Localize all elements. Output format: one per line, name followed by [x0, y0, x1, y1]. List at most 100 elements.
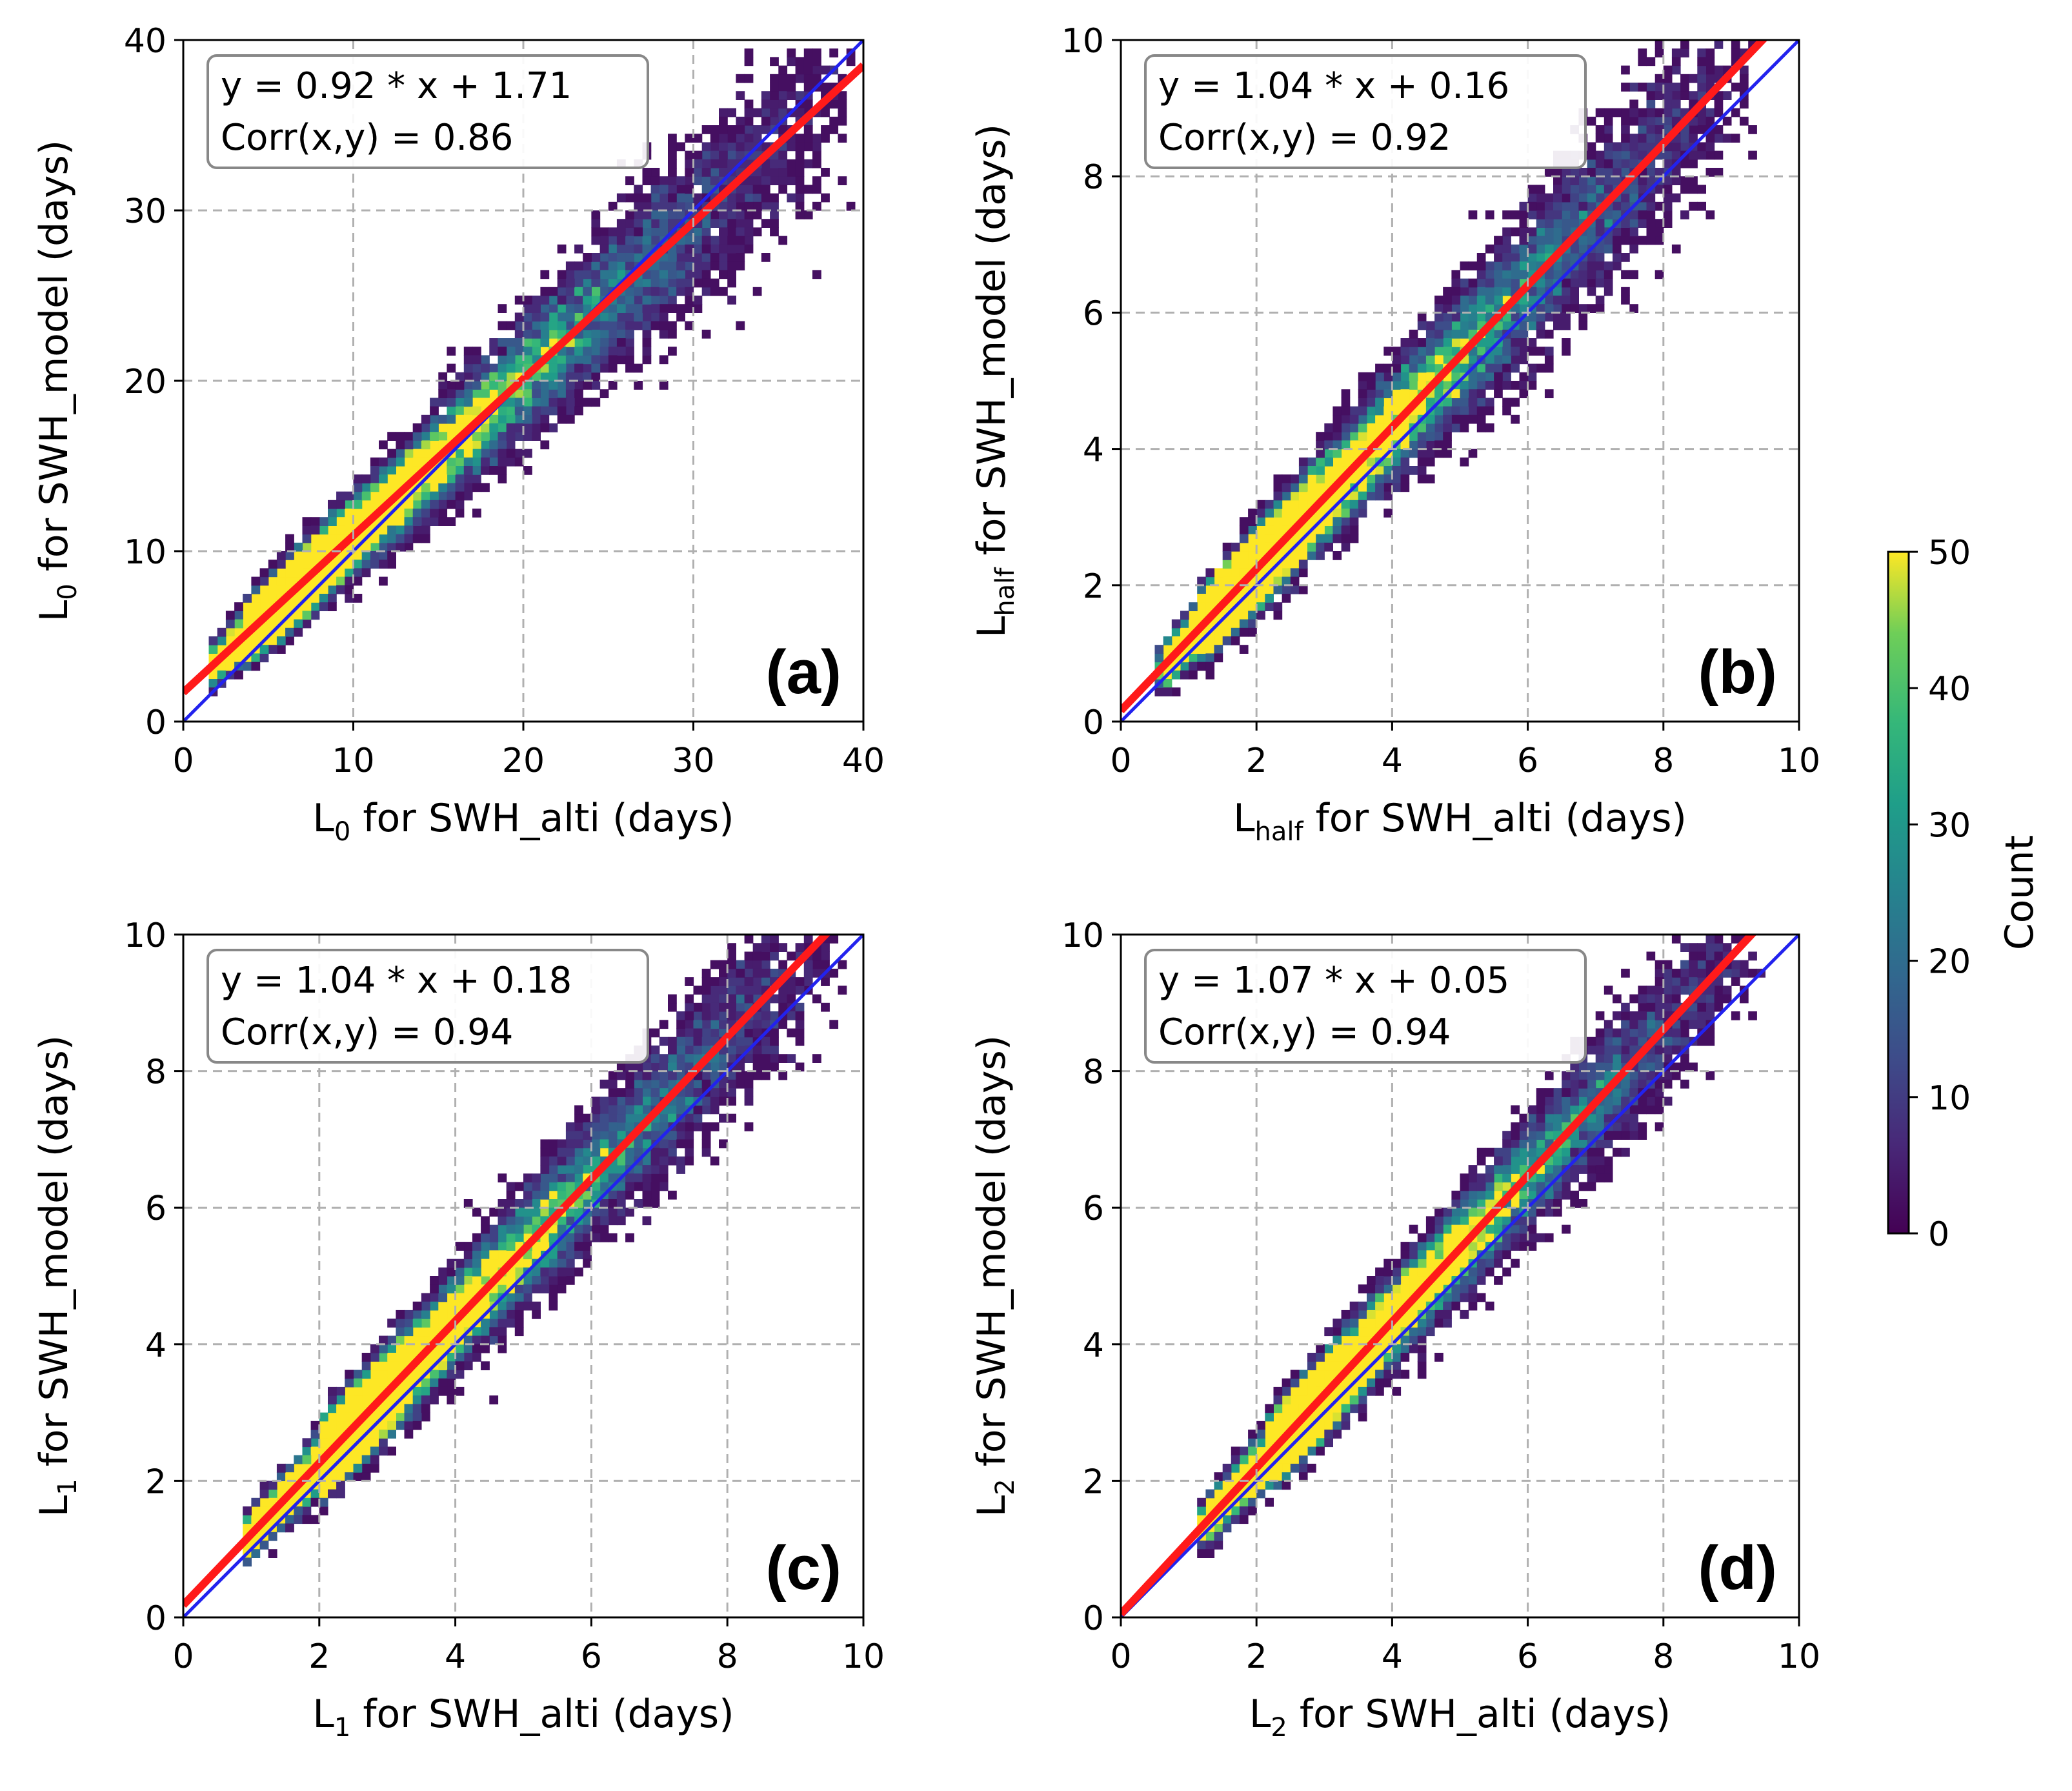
density-cell: [489, 363, 499, 373]
density-cell: [1451, 1233, 1461, 1242]
density-cell: [1671, 244, 1681, 254]
density-cell: [1655, 1122, 1664, 1131]
density-cell: [1248, 611, 1257, 620]
density-cell: [1282, 1412, 1291, 1422]
axis-label-rest: for SWH_model (days): [32, 140, 77, 584]
density-cell: [710, 125, 719, 134]
density-cell: [1265, 1497, 1274, 1507]
x-tick-label: 0: [1110, 1637, 1131, 1676]
density-cell: [1705, 1071, 1715, 1080]
density-cell: [1349, 525, 1359, 535]
density-cell: [608, 278, 618, 288]
density-cell: [523, 389, 532, 398]
density-cell: [506, 1233, 516, 1242]
density-cell: [1316, 542, 1325, 552]
density-cell: [1697, 1002, 1706, 1012]
density-cell: [1324, 1353, 1333, 1362]
density-cell: [1629, 1113, 1638, 1123]
density-cell: [421, 1301, 430, 1311]
density-cell: [489, 1293, 499, 1302]
density-cell: [540, 398, 550, 407]
density-cell: [285, 1515, 294, 1524]
density-cell: [1680, 1020, 1689, 1029]
density-cell: [1460, 1259, 1469, 1268]
density-cell: [268, 1532, 277, 1541]
density-cell: [1451, 1199, 1461, 1208]
density-cell: [1680, 142, 1689, 152]
density-cell: [1485, 210, 1494, 219]
density-cell: [625, 338, 634, 347]
density-cell: [489, 381, 499, 390]
density-cell: [302, 551, 312, 560]
density-cell: [1689, 960, 1698, 969]
density-cell: [701, 1105, 711, 1115]
density-cell: [336, 517, 345, 526]
density-cell: [396, 1421, 405, 1430]
density-cell: [302, 525, 312, 535]
density-cell: [565, 321, 575, 330]
density-cell: [1511, 1242, 1520, 1251]
density-cell: [770, 91, 779, 100]
density-cell: [727, 960, 736, 969]
density-cell: [744, 986, 754, 995]
density-cell: [1519, 219, 1529, 228]
density-cell: [463, 1284, 473, 1293]
density-cell: [243, 662, 252, 671]
density-cell: [659, 185, 669, 194]
density-cell: [1358, 466, 1367, 475]
density-cell: [540, 414, 550, 424]
density-cell: [532, 1310, 541, 1319]
density-cell: [1383, 1361, 1393, 1371]
density-cell: [481, 432, 490, 441]
density-cell: [599, 347, 609, 356]
density-cell: [1324, 449, 1333, 458]
density-cell: [523, 398, 532, 407]
density-cell: [404, 1310, 414, 1319]
axis-label-subscript: 2: [1271, 1713, 1287, 1743]
density-cell: [1680, 159, 1689, 168]
axis-label-base: L: [969, 616, 1014, 638]
density-cell: [616, 1199, 626, 1208]
density-cell: [1705, 108, 1715, 117]
density-cell: [1367, 483, 1376, 492]
density-cell: [421, 1404, 430, 1413]
density-cell: [1613, 244, 1622, 254]
density-cell: [1367, 1386, 1376, 1396]
density-cell: [1553, 312, 1562, 322]
density-cell: [1629, 304, 1638, 313]
density-cell: [489, 338, 499, 347]
density-cell: [1358, 372, 1367, 381]
density-cell: [430, 491, 439, 501]
density-cell: [557, 270, 567, 279]
density-cell: [659, 287, 669, 296]
density-cell: [1341, 517, 1351, 526]
density-cell: [787, 57, 796, 66]
density-cell: [1638, 185, 1647, 194]
density-cell: [1400, 1353, 1410, 1362]
density-cell: [1273, 1412, 1283, 1422]
density-cell: [412, 1310, 422, 1319]
density-cell: [795, 150, 805, 160]
density-cell: [438, 1370, 448, 1379]
density-cell: [345, 585, 354, 594]
density-cell: [1425, 449, 1435, 458]
density-cell: [1604, 244, 1613, 254]
density-cell: [1485, 406, 1494, 416]
density-cell: [642, 1097, 652, 1106]
density-cell: [310, 1497, 320, 1507]
density-cell: [472, 1276, 481, 1285]
density-cell: [421, 414, 430, 424]
density-cell: [574, 1148, 583, 1157]
density-cell: [370, 474, 379, 483]
density-cell: [404, 500, 414, 509]
axis-label-rest: for SWH_model (days): [969, 1035, 1014, 1479]
density-cell: [1460, 312, 1469, 322]
density-cell: [353, 551, 363, 560]
density-cell: [506, 355, 516, 365]
density-cell: [1613, 1148, 1622, 1157]
density-cell: [412, 1421, 422, 1430]
density-cell: [1298, 542, 1308, 552]
density-cell: [770, 193, 779, 203]
density-cell: [1527, 1105, 1537, 1115]
density-cell: [1714, 168, 1724, 177]
